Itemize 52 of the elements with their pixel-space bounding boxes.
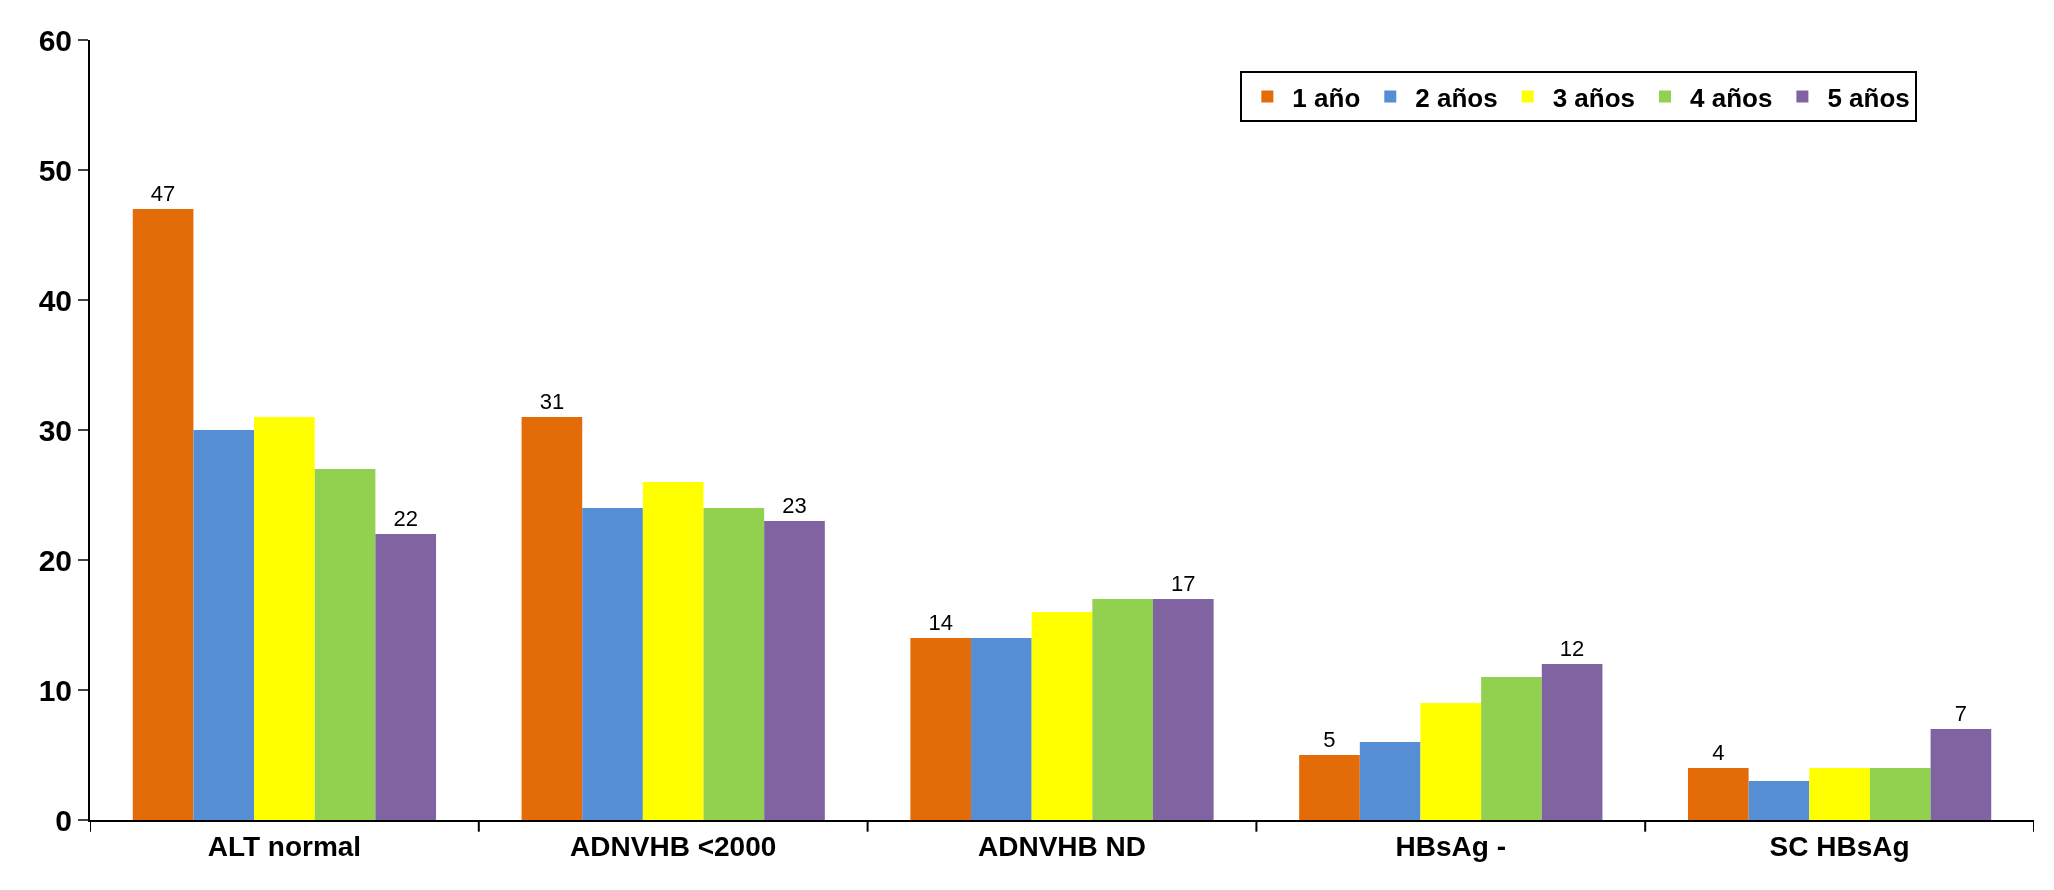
bar [1152,599,1214,820]
x-tick-label: SC HBsAg [1769,830,1910,862]
data-label: 17 [1171,571,1196,596]
bar [1092,599,1153,820]
data-label: 47 [150,181,176,206]
bar [1930,729,1992,820]
bar [1869,768,1931,820]
data-label: 22 [393,506,418,531]
bar [1687,768,1749,820]
legend-label: 1 año [1292,82,1361,113]
bar [971,638,1032,820]
bar [910,638,972,820]
bar [1481,677,1542,820]
data-label: 31 [539,389,565,414]
bar [193,430,255,820]
y-tick-label: 30 [38,413,72,447]
x-tick-label: ALT normal [207,830,362,862]
data-label: 7 [1954,701,1968,726]
y-tick-label: 10 [38,673,72,707]
bar [642,482,704,820]
data-label: 12 [1559,636,1585,661]
bar [254,417,315,820]
y-tick-label: 0 [55,803,72,837]
legend-label: 3 años [1552,82,1636,113]
bar [1359,742,1421,820]
y-tick-label: 50 [38,153,72,187]
legend-label: 2 años [1415,82,1498,113]
x-tick-label: HBsAg - [1395,830,1507,862]
bar [1748,781,1810,820]
bar [1809,768,1870,820]
data-label: 23 [782,493,807,518]
bar [582,508,643,820]
bar [1541,664,1603,820]
data-label: 5 [1323,727,1336,752]
x-tick-label: ADNVHB ND [978,830,1146,862]
legend-label: 5 años [1827,82,1910,113]
bar [521,417,583,820]
data-label: 14 [928,610,953,635]
bar [1031,612,1093,820]
x-tick-label: ADNVHB <2000 [570,830,777,862]
bar [703,508,765,820]
bar [375,534,437,820]
bar [1299,755,1360,820]
y-tick-label: 60 [38,23,72,57]
data-label: 4 [1712,740,1725,765]
bar [1420,703,1482,820]
bar [764,521,825,820]
y-tick-label: 40 [38,283,72,317]
bar [314,469,376,820]
y-tick-label: 20 [38,543,72,577]
bar [132,209,194,820]
legend-label: 4 años [1690,82,1773,113]
